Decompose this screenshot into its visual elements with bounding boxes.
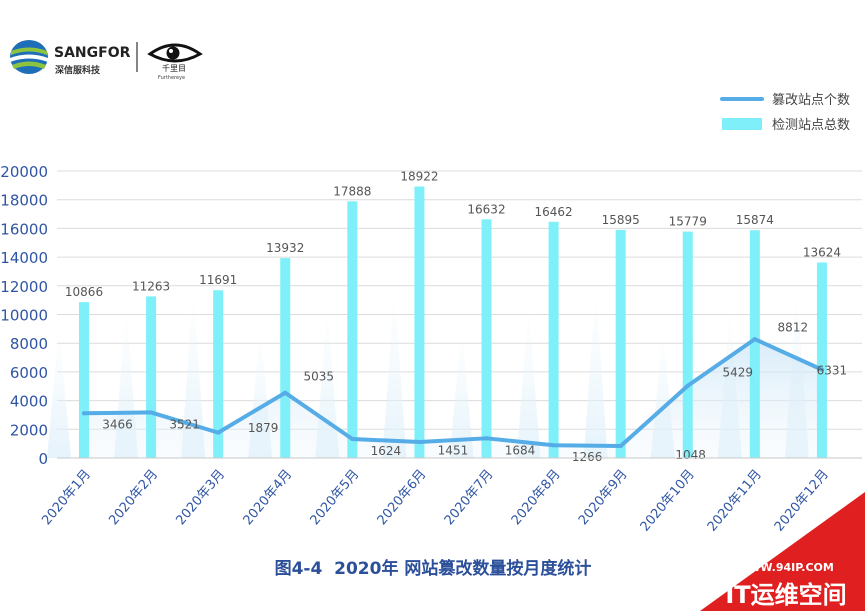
bar-value-label: 13932: [266, 241, 304, 255]
line-value-label: 3466: [102, 417, 133, 431]
line-value-label: 6331: [817, 364, 848, 378]
y-tick-label: 14000: [0, 249, 48, 267]
bars: [79, 186, 827, 459]
line-value-label: 3521: [169, 417, 200, 431]
line-value-label: 1266: [572, 450, 603, 464]
background-spike: [382, 288, 407, 458]
bar: [548, 221, 559, 458]
line-point: [417, 440, 422, 445]
y-tick-label: 16000: [0, 220, 48, 238]
legend-bar-label: 检测站点总数: [772, 118, 850, 133]
bar: [481, 219, 492, 458]
legend: 篡改站点个数 检测站点总数: [720, 92, 850, 133]
bar: [682, 231, 693, 458]
line-value-label: 1451: [438, 443, 469, 457]
bar-value-label: 15779: [669, 215, 707, 229]
bar: [146, 296, 157, 458]
chart-caption: 图4-4 2020年 网站篡改数量按月度统计: [275, 558, 592, 579]
sangfor-brand-cn: 深信服科技: [55, 64, 101, 76]
bar: [280, 258, 291, 458]
legend-line-label: 篡改站点个数: [772, 92, 850, 108]
bar-value-label: 16462: [534, 205, 572, 219]
line-value-label: 5429: [722, 366, 753, 380]
line-series-path: [82, 337, 824, 449]
y-tick-label: 10000: [0, 307, 48, 325]
furthereye-logo: 千里目 Furthereye: [147, 43, 203, 81]
bar-value-label: 16632: [467, 202, 505, 216]
y-tick-label: 20000: [0, 163, 48, 181]
background-spike: [47, 328, 71, 458]
line-point: [618, 444, 623, 449]
line-value-label: 1624: [371, 444, 402, 458]
y-tick-label: 12000: [0, 278, 48, 296]
line-area: [84, 339, 822, 458]
x-tick-label: 2020年2月: [106, 467, 161, 528]
line-point: [82, 411, 86, 416]
line-value-label: 1048: [675, 448, 706, 462]
bar: [347, 201, 358, 459]
background-spike: [583, 288, 608, 458]
y-tick-label: 0: [38, 450, 48, 468]
sangfor-globe-icon: [10, 40, 48, 74]
line-value-label: 8812: [778, 321, 809, 335]
line-point: [283, 390, 288, 395]
line-point: [484, 436, 489, 441]
bar-value-label: 18922: [400, 169, 438, 183]
line-point: [350, 437, 355, 442]
bar: [79, 302, 89, 458]
x-tick-label: 2020年10月: [638, 467, 698, 535]
line-point: [819, 367, 824, 372]
bar: [414, 186, 425, 458]
bar-value-label: 15874: [736, 213, 774, 227]
x-tick-label: 2020年1月: [39, 467, 94, 528]
y-tick-label: 2000: [10, 421, 48, 439]
bar-value-label: 15895: [602, 213, 640, 227]
background-spike: [181, 288, 206, 458]
line-point: [551, 443, 556, 448]
bar-value-label: 11263: [132, 279, 170, 293]
legend-bar-swatch: [722, 118, 762, 130]
background-spike: [516, 308, 541, 458]
bar-value-label: 17888: [333, 184, 371, 198]
bar: [615, 229, 626, 458]
y-tick-label: 8000: [10, 335, 48, 353]
bar-value-label: 10866: [65, 285, 103, 299]
x-tick-label: 2020年11月: [705, 467, 765, 535]
line-point: [752, 337, 757, 342]
data-labels: 10866 11263 11691 13932 17888 18922 16632 16462…: [65, 169, 847, 464]
watermark: WWW.94IP.COM IT运维空间: [700, 492, 865, 611]
line-series: [82, 337, 824, 449]
line-point: [216, 430, 221, 435]
sangfor-brand-text: SANGFOR: [54, 45, 131, 61]
y-tick-label: 4000: [10, 393, 48, 411]
bar: [213, 290, 224, 458]
line-point: [149, 410, 154, 415]
bar: [749, 230, 760, 458]
bar: [816, 262, 827, 458]
sangfor-logo: SANGFOR 深信服科技: [10, 40, 131, 76]
y-tick-label: 6000: [10, 364, 48, 382]
eye-icon: [147, 43, 203, 63]
line-value-label: 5035: [304, 370, 335, 384]
line-value-label: 1879: [248, 421, 279, 435]
x-tick-label: 2020年3月: [173, 467, 228, 528]
furthereye-en: Furthereye: [158, 75, 185, 81]
watermark-url: WWW.94IP.COM: [736, 561, 834, 574]
line-point: [685, 383, 690, 388]
x-tick-label: 2020年7月: [442, 467, 497, 528]
line-area-fill: [84, 339, 822, 458]
bar-value-label: 13624: [803, 245, 841, 259]
x-tick-label: 2020年5月: [308, 467, 363, 528]
bar-value-label: 11691: [199, 273, 237, 287]
background-spike: [449, 328, 474, 458]
x-tick-label: 2020年6月: [375, 467, 430, 528]
line-value-label: 1684: [505, 443, 536, 457]
x-tick-label: 2020年9月: [576, 467, 631, 528]
watermark-text: IT运维空间: [725, 581, 846, 609]
y-tick-label: 18000: [0, 192, 48, 210]
x-tick-label: 2020年8月: [509, 467, 564, 528]
x-tick-label: 2020年4月: [241, 467, 296, 528]
furthereye-cn: 千里目: [162, 63, 186, 73]
